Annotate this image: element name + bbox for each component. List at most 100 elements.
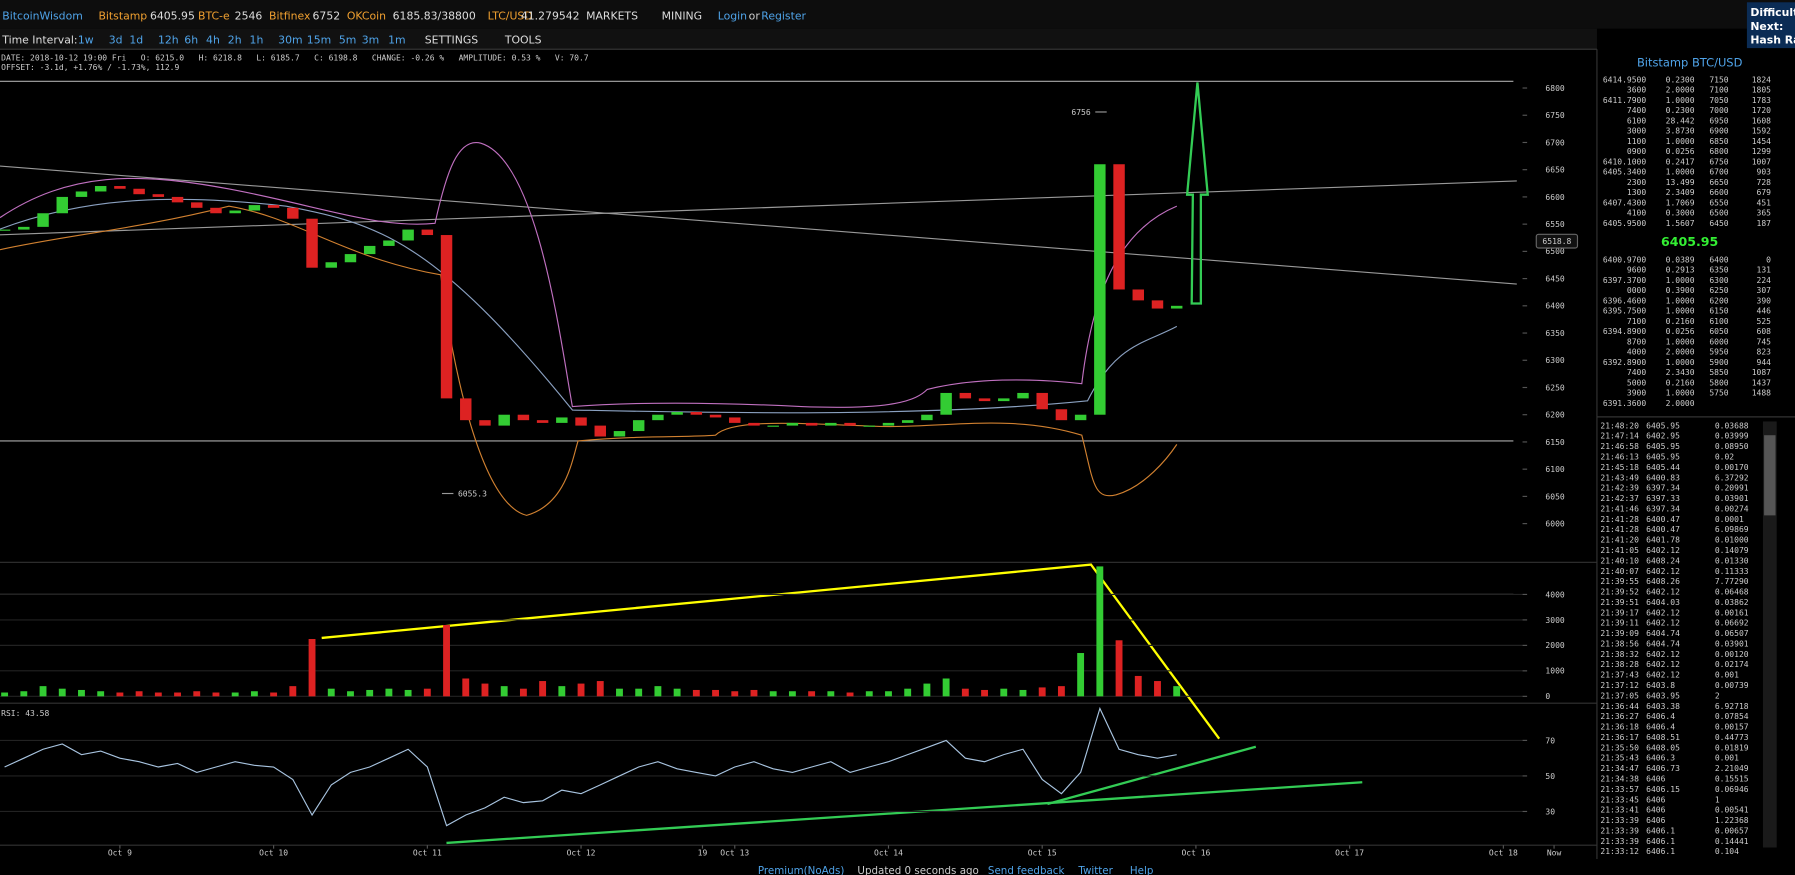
volume-bar [270, 692, 278, 697]
volume-bar [174, 692, 181, 697]
volume-bar [1096, 566, 1104, 697]
scrollbar[interactable] [1762, 421, 1777, 848]
interval-button[interactable]: 12h [158, 34, 179, 47]
volume-bar [20, 691, 28, 697]
interval-button[interactable]: 3m [362, 34, 379, 47]
trade-amount: 0.03862 [1715, 598, 1749, 607]
candle [786, 422, 799, 426]
scrollbar-thumb[interactable] [1764, 435, 1776, 516]
orderbook-cell: 446 [1757, 307, 1772, 316]
interval-button[interactable]: 30m [278, 34, 302, 47]
candle [363, 245, 376, 255]
candle [978, 398, 991, 402]
trade-time: 21:33:12 [1600, 847, 1639, 856]
last-price-label: 6518.8 [1542, 237, 1571, 246]
trade-price: 6402.12 [1646, 619, 1680, 628]
footer-link[interactable]: Premium(NoAds) [758, 865, 845, 875]
volume-bar [865, 691, 873, 697]
orderbook-cell: 1100 [1627, 137, 1646, 146]
ticker-name[interactable]: Bitfinex [269, 9, 311, 22]
y-tick-label: 6800 [1545, 84, 1564, 93]
orderbook-cell: 5850 [1709, 368, 1728, 377]
trade-amount: 0.07854 [1715, 712, 1749, 721]
candle [671, 411, 683, 415]
trade-amount: 0.06692 [1715, 619, 1749, 628]
trade-time: 21:42:37 [1600, 494, 1639, 503]
trade-price: 6403.95 [1646, 691, 1680, 700]
menu[interactable]: MARKETS [586, 9, 638, 22]
y-tick-label: 70 [1545, 736, 1555, 745]
interval-button[interactable]: 5m [339, 34, 356, 47]
candle [652, 414, 664, 421]
brand[interactable]: BitcoinWisdom [2, 9, 83, 22]
trade-amount: 0.03688 [1715, 421, 1749, 430]
interval-button[interactable]: 1w [78, 34, 94, 47]
register-link[interactable]: Register [761, 9, 806, 22]
ticker-name[interactable]: LTC/USD [488, 9, 533, 22]
x-tick-label: 19 [698, 849, 708, 858]
trade-price: 6405.95 [1646, 452, 1680, 461]
trade-time: 21:33:39 [1600, 816, 1639, 825]
volume-bar [846, 692, 854, 697]
footer-link[interactable]: Help [1130, 865, 1153, 875]
volume-bar [923, 683, 931, 697]
trade-amount: 7.77290 [1715, 577, 1749, 586]
orderbook-cell: 745 [1757, 337, 1772, 346]
ticker-name[interactable]: Bitstamp [98, 9, 147, 22]
volume-bar [788, 691, 796, 697]
volume-bar [808, 691, 816, 697]
login-link[interactable]: Login [718, 9, 747, 22]
or-text: or [749, 9, 761, 22]
interval-button[interactable]: 1h [250, 34, 264, 47]
orderbook-cell: 28.442 [1666, 116, 1695, 125]
orderbook-cell: 0.3000 [1666, 209, 1695, 218]
candle [998, 398, 1010, 402]
interval-button[interactable]: 15m [307, 34, 331, 47]
volume-bar [1115, 640, 1123, 697]
ticker-name[interactable]: BTC-e [198, 9, 230, 22]
interval-button[interactable]: 6h [184, 34, 198, 47]
settings-menu[interactable]: SETTINGS [425, 34, 479, 47]
y-tick-label: 6450 [1545, 274, 1564, 283]
candle [267, 205, 280, 208]
trade-amount: 0.03999 [1715, 432, 1749, 441]
trade-price: 6405.95 [1646, 442, 1680, 451]
interval-button[interactable]: 1d [129, 34, 143, 47]
interval-button[interactable]: 4h [206, 34, 220, 47]
menu[interactable]: MINING [662, 9, 702, 22]
trade-time: 21:48:20 [1600, 421, 1639, 430]
candle [901, 420, 914, 423]
tools-menu[interactable]: TOOLS [504, 34, 542, 47]
ticker-name[interactable]: OKCoin [347, 9, 386, 22]
y-tick-label: 6200 [1545, 411, 1564, 420]
volume-bar [443, 625, 450, 697]
candle [805, 422, 818, 426]
trade-amount: 0.00161 [1715, 608, 1749, 617]
footer-link[interactable]: Send feedback [988, 865, 1065, 875]
candle [1113, 164, 1125, 290]
interval-button[interactable]: 1m [388, 34, 405, 47]
orderbook-cell: 0.0256 [1666, 147, 1695, 156]
interval-button[interactable]: 3d [109, 34, 123, 47]
trade-price: 6402.12 [1646, 660, 1680, 669]
orderbook-cell: 944 [1757, 358, 1772, 367]
orderbook-cell: 6405.3400 [1603, 168, 1647, 177]
candle [1036, 392, 1048, 410]
orderbook-cell: 0.3900 [1666, 286, 1695, 295]
trade-price: 6402.12 [1646, 567, 1680, 576]
trade-price: 6397.34 [1646, 484, 1680, 493]
interval-button[interactable]: 2h [228, 34, 242, 47]
orderbook-cell: 2.3430 [1666, 368, 1695, 377]
orderbook-cell: 6800 [1709, 147, 1728, 156]
trade-price: 6406 [1646, 816, 1665, 825]
trade-time: 21:43:49 [1600, 473, 1639, 482]
orderbook-cell: 6411.7900 [1603, 96, 1647, 105]
volume-bar [712, 689, 719, 697]
trade-time: 21:39:09 [1600, 629, 1639, 638]
annotation: 6055.3 [458, 489, 487, 498]
x-tick-label: Oct 17 [1335, 849, 1364, 858]
trade-time: 21:46:13 [1600, 452, 1639, 461]
ticker-price: 6185.83/38800 [393, 9, 476, 22]
footer-link[interactable]: Twitter [1077, 865, 1113, 875]
band-upper [0, 142, 1178, 408]
